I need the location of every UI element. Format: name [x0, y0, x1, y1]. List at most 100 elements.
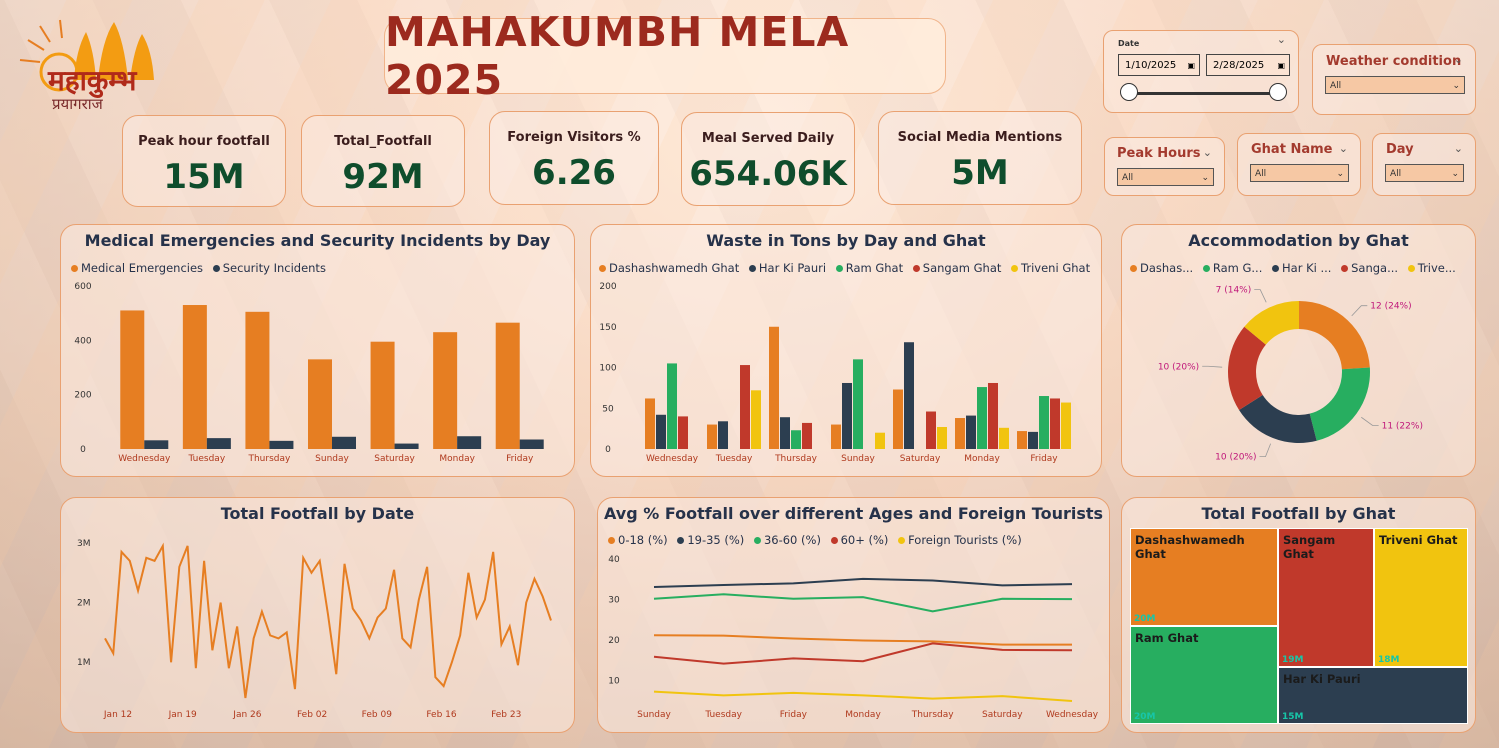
day-slicer[interactable]: Day ⌄ All ⌄ — [1372, 133, 1476, 196]
date-start-input[interactable]: 1/10/2025 ▣ — [1118, 54, 1200, 76]
bar — [831, 424, 841, 449]
x-tick-label: Jan 19 — [168, 710, 197, 720]
chart-title: Accommodation by Ghat — [1188, 231, 1409, 250]
donut-slice — [1244, 301, 1299, 345]
peak-hours-slicer[interactable]: Peak Hours ⌄ All ⌄ — [1104, 137, 1225, 196]
treemap-tile-value: 20M — [1134, 712, 1156, 722]
date-end-input[interactable]: 2/28/2025 ▣ — [1206, 54, 1290, 76]
treemap-tile-har-ki-pauri[interactable]: Har Ki Pauri 15M — [1278, 667, 1468, 724]
bar — [332, 436, 356, 449]
legend-label: Sangam Ghat — [922, 261, 1002, 275]
weather-slicer-label: Weather condition — [1326, 54, 1462, 69]
bar — [678, 416, 688, 449]
treemap-tile-label: Ram Ghat — [1135, 631, 1199, 645]
bar — [370, 341, 395, 449]
treemap-tile-dashashwamedh[interactable]: Dashashwamedh Ghat 20M — [1130, 528, 1278, 626]
y-tick-label: 100 — [599, 364, 616, 374]
y-tick-label: 2M — [77, 599, 91, 609]
bar — [955, 418, 965, 449]
peak-hours-dropdown-value: All — [1122, 173, 1134, 183]
y-tick-label: 150 — [599, 323, 616, 333]
bar — [656, 414, 666, 449]
donut-data-label: 7 (14%) — [1216, 286, 1252, 296]
x-tick-label: Jan 26 — [232, 710, 261, 720]
x-tick-label: Feb 16 — [426, 710, 457, 720]
treemap-tile-sangam[interactable]: Sangam Ghat 19M — [1278, 528, 1374, 667]
chevron-down-icon[interactable]: ⌄ — [1202, 146, 1212, 159]
bar — [780, 417, 790, 449]
y-tick-label: 3M — [77, 539, 91, 549]
legend-dot — [599, 265, 606, 272]
calendar-icon[interactable]: ▣ — [1187, 61, 1195, 70]
series-line — [653, 634, 1072, 646]
logo-text-sub: प्रयागराज — [52, 95, 104, 113]
peak-hours-dropdown[interactable]: All ⌄ — [1117, 168, 1214, 186]
chevron-down-icon[interactable]: ⌄ — [1338, 142, 1348, 155]
kpi-value: 15M — [163, 157, 245, 197]
ghat-name-slicer[interactable]: Ghat Name ⌄ All ⌄ — [1237, 133, 1361, 196]
chevron-down-icon[interactable]: ⌄ — [1453, 53, 1463, 66]
bar — [853, 359, 863, 449]
series-line — [653, 690, 1073, 702]
day-dropdown[interactable]: All ⌄ — [1385, 164, 1464, 182]
series-line — [653, 642, 1073, 665]
legend-dot — [1407, 265, 1415, 272]
chart-title: Medical Emergencies and Security Inciden… — [84, 231, 551, 250]
x-tick-label: Tuesday — [704, 710, 742, 720]
accommodation-donut-chart: 12 (24%) 11 (22%) 10 (20%) 10 (20%) 7 (14%) — [1158, 286, 1423, 463]
bar — [667, 363, 677, 449]
x-tick-label: Saturday — [900, 454, 941, 464]
kpi-label: Social Media Mentions — [897, 130, 1063, 145]
kpi-label: Meal Served Daily — [701, 131, 835, 146]
chevron-down-icon[interactable]: ⌄ — [1453, 142, 1463, 155]
bar — [977, 387, 987, 449]
kpi-social-media-mentions: Social Media Mentions 5M — [878, 111, 1082, 205]
y-tick-label: 200 — [74, 391, 91, 401]
legend-dot — [1011, 265, 1019, 272]
legend-label: 36-60 (%) — [763, 533, 821, 547]
y-tick-label: 20 — [608, 636, 620, 646]
y-tick-label: 10 — [608, 677, 620, 687]
chart-legend: 0-18 (%) 19-35 (%) 36-60 (%) 60+ (%) For… — [602, 533, 1022, 547]
date-range-start-handle[interactable] — [1120, 83, 1138, 101]
x-tick-label: Friday — [1030, 454, 1058, 464]
legend-dot — [1272, 265, 1280, 272]
donut-slice — [1299, 301, 1370, 370]
legend-dot — [71, 265, 78, 272]
treemap-tile-triveni[interactable]: Triveni Ghat 18M — [1374, 528, 1468, 667]
chevron-down-icon[interactable]: ⌄ — [1276, 33, 1286, 46]
series-line — [653, 593, 1073, 613]
legend-dot — [748, 265, 756, 272]
kpi-label: Peak hour footfall — [138, 134, 270, 149]
legend-dot — [1202, 265, 1210, 272]
donut-leader-line — [1254, 289, 1267, 303]
treemap-tile-value: 18M — [1378, 655, 1400, 665]
x-tick-label: Saturday — [374, 454, 415, 464]
day-label: Day — [1386, 142, 1414, 157]
ghat-name-dropdown[interactable]: All ⌄ — [1250, 164, 1349, 182]
legend-dot — [608, 537, 615, 544]
weather-dropdown[interactable]: All ⌄ — [1325, 76, 1465, 94]
x-tick-label: Sunday — [315, 454, 349, 464]
bar — [791, 430, 801, 449]
x-tick-label: Wednesday — [646, 454, 699, 464]
footfall-date-chart-card: Total Footfall by Date 1M 2M 3M Jan 12 Jan 1… — [60, 497, 575, 733]
kpi-value: 654.06K — [689, 154, 847, 194]
y-tick-label: 600 — [74, 282, 91, 292]
bar — [1039, 396, 1049, 449]
treemap-tile-ram[interactable]: Ram Ghat 20M — [1130, 626, 1278, 724]
legend-dot — [677, 537, 685, 544]
calendar-icon[interactable]: ▣ — [1277, 61, 1285, 70]
legend-label: 60+ (%) — [840, 533, 889, 547]
y-tick-label: 30 — [608, 596, 620, 606]
x-tick-label: Thursday — [911, 710, 955, 720]
legend-dot — [212, 265, 220, 272]
bar — [904, 342, 914, 449]
weather-slicer[interactable]: Weather condition ⌄ All ⌄ — [1312, 44, 1476, 115]
kpi-value: 92M — [342, 157, 424, 197]
x-tick-label: Feb 02 — [297, 710, 327, 720]
bar — [893, 389, 903, 449]
date-slicer[interactable]: Date ⌄ 1/10/2025 ▣ 2/28/2025 ▣ — [1103, 30, 1299, 113]
date-range-end-handle[interactable] — [1269, 83, 1287, 101]
bar — [495, 322, 520, 449]
